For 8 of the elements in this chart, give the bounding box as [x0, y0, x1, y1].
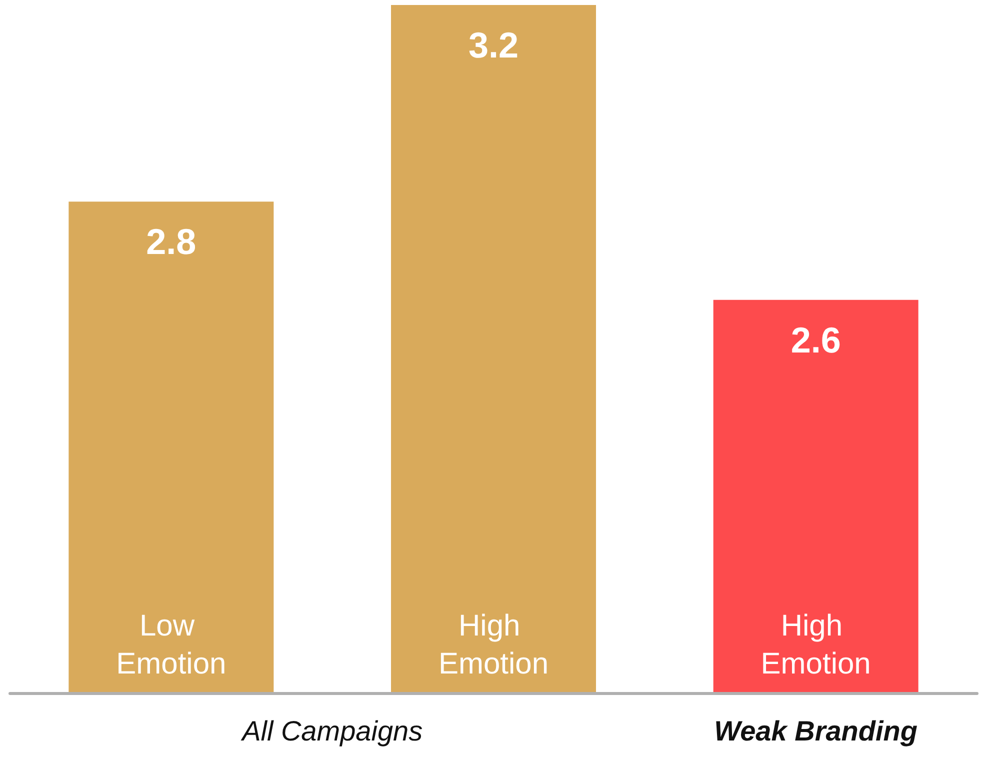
x-tick-label: High Emotion	[760, 610, 871, 680]
text: All Campaigns	[240, 716, 423, 746]
data-label: 2.8	[146, 221, 196, 262]
text: Weak Branding	[714, 716, 918, 746]
data-label: 2.6	[790, 319, 841, 360]
x-tick-label: High Emotion	[438, 610, 549, 680]
data-label: 3.2	[468, 24, 519, 66]
x-tick-label: Low Emotion	[116, 610, 226, 680]
